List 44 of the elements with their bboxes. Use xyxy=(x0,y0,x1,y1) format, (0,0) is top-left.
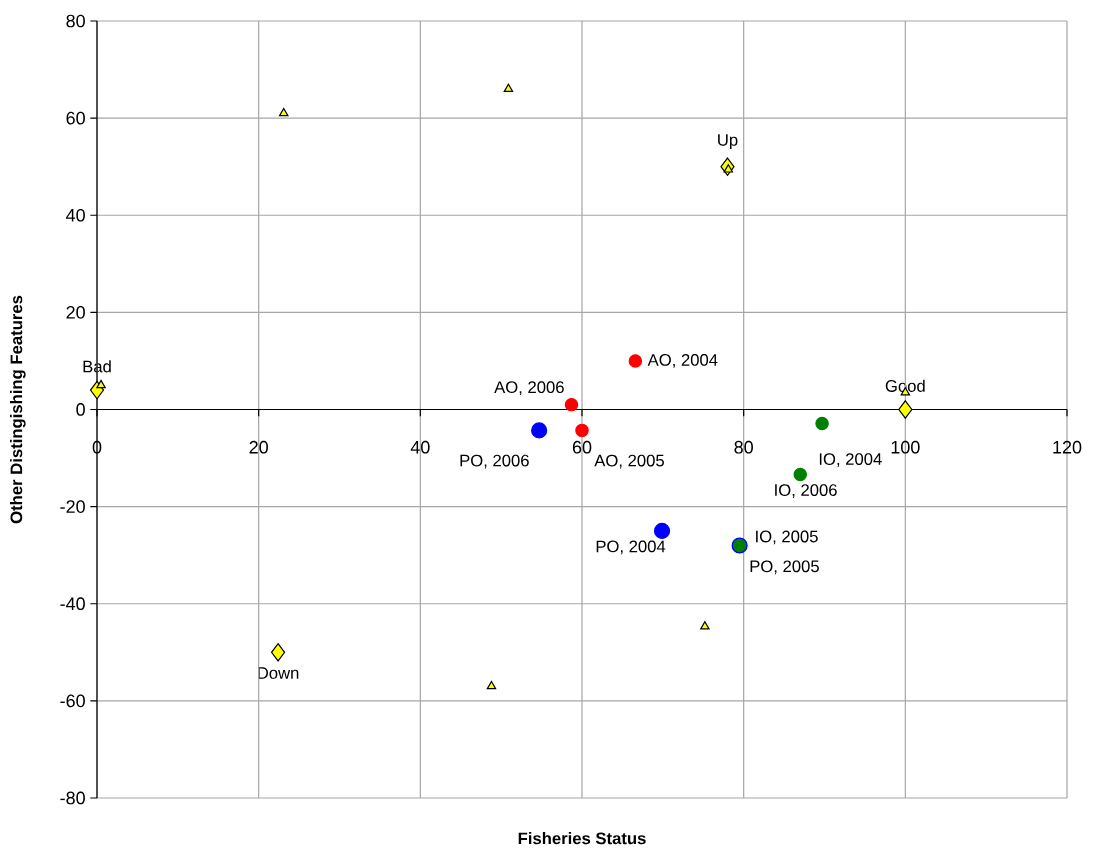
point xyxy=(503,83,514,92)
point xyxy=(815,416,829,431)
annotation: IO, 2006 xyxy=(775,484,837,498)
y-tick-label: -40 xyxy=(60,597,85,611)
y-tick-label: 80 xyxy=(66,14,85,28)
point xyxy=(700,621,710,630)
annotation: PO, 2004 xyxy=(596,540,666,555)
point xyxy=(486,680,497,690)
annotation: PO, 2006 xyxy=(460,454,529,469)
point xyxy=(723,164,734,173)
y-tick-label: -80 xyxy=(60,791,85,805)
point xyxy=(653,522,671,539)
y-tick-label: -60 xyxy=(60,694,85,708)
annotation: AO, 2006 xyxy=(494,381,564,396)
x-tick-label: 80 xyxy=(734,440,753,454)
x-tick-label: 40 xyxy=(410,440,430,454)
annotation: Down xyxy=(258,667,299,679)
annotation: IO, 2005 xyxy=(756,530,818,545)
x-tick-label: 20 xyxy=(249,440,268,454)
point xyxy=(96,379,106,389)
annotation: Up xyxy=(718,134,738,150)
point xyxy=(564,397,579,412)
annotation: AO, 2005 xyxy=(594,454,664,469)
point xyxy=(793,467,807,482)
point xyxy=(531,422,548,439)
y-tick-label: -20 xyxy=(60,500,85,513)
y-tick-label: 0 xyxy=(76,403,85,416)
x-axis-title: Fisheries Status xyxy=(518,832,646,845)
annotation: Good xyxy=(885,379,925,392)
y-tick-label: 60 xyxy=(66,111,85,125)
x-tick-label: 120 xyxy=(1053,440,1082,454)
annotation: IO, 2004 xyxy=(819,453,882,467)
point xyxy=(575,423,589,438)
point xyxy=(278,107,289,117)
annotation: PO, 2005 xyxy=(750,560,819,575)
point xyxy=(628,354,643,368)
x-tick-label: 100 xyxy=(891,440,920,454)
x-tick-label: 60 xyxy=(572,440,592,454)
y-axis-title: Other Distingishing Features xyxy=(10,295,26,524)
y-tick-label: 40 xyxy=(66,208,85,222)
y-tick-label: 20 xyxy=(66,306,85,319)
point xyxy=(270,643,286,662)
point xyxy=(898,400,913,419)
annotation: AO, 2004 xyxy=(647,354,718,368)
